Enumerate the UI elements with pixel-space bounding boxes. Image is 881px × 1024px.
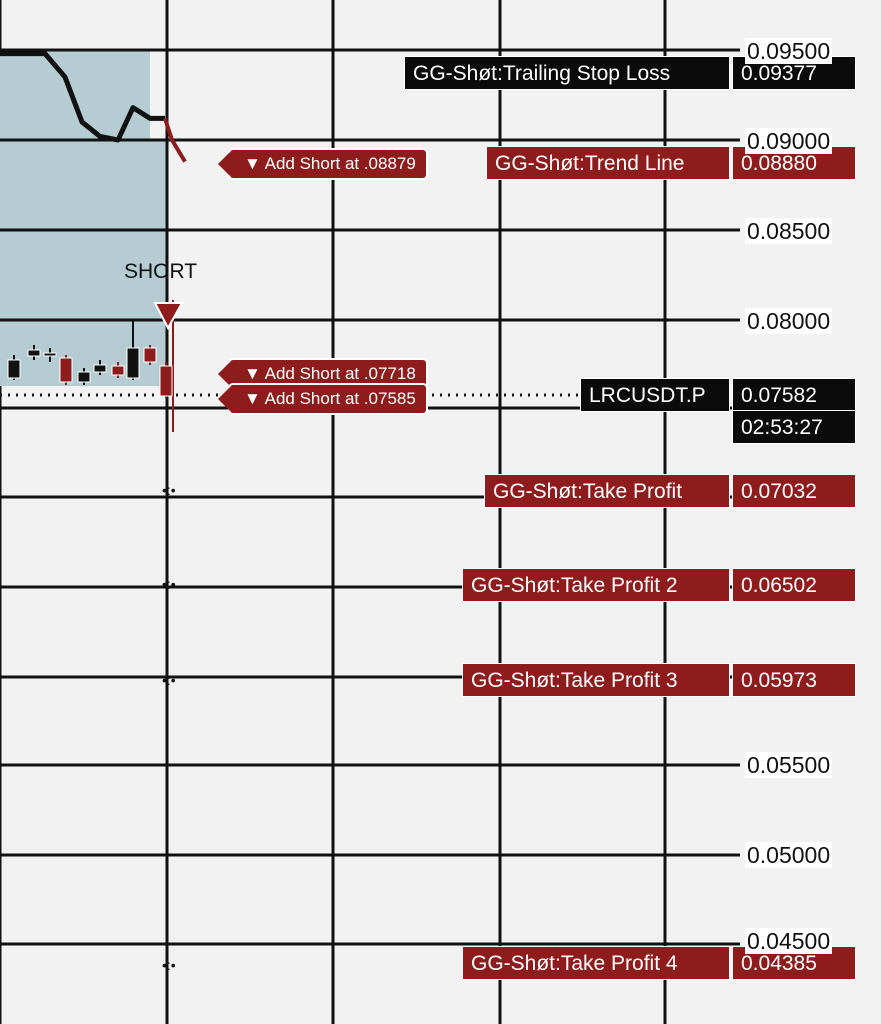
price-axis-label: 0.08000 — [745, 308, 833, 334]
trend-line-label: GG-Shøt:Trend Line — [486, 146, 730, 180]
short-signal-marker — [153, 302, 184, 331]
candle-body — [143, 347, 157, 363]
level-marker: •:• — [162, 957, 176, 973]
level-marker: •:• — [162, 672, 176, 688]
candle-body — [159, 365, 173, 397]
take-profit-1-label: GG-Shøt:Take Profit — [484, 474, 730, 508]
add-short-label: ▼ Add Short at .07718 — [218, 360, 426, 388]
price-axis-label: 0.05500 — [745, 752, 833, 778]
candle-body — [59, 357, 73, 383]
candle-body — [7, 359, 21, 379]
price-axis-label: 0.09000 — [745, 128, 833, 154]
bar-countdown: 02:53:27 — [732, 410, 856, 444]
candle-body — [77, 371, 91, 383]
level-marker: •:• — [162, 576, 176, 592]
trailing-stop-label: GG-Shøt:Trailing Stop Loss — [404, 56, 730, 90]
take-profit-2-label: GG-Shøt:Take Profit 2 — [462, 568, 730, 602]
current-price-value: 0.07582 — [732, 378, 856, 412]
candle-body — [43, 352, 57, 357]
candle-body — [126, 347, 140, 379]
price-axis-label: 0.09500 — [745, 38, 833, 64]
price-line — [0, 51, 165, 143]
trade-zone — [150, 140, 167, 386]
level-marker: •:• — [162, 482, 176, 498]
take-profit-3-label: GG-Shøt:Take Profit 3 — [462, 663, 730, 697]
take-profit-1-value: 0.07032 — [732, 474, 856, 508]
price-line-bearish — [163, 117, 187, 163]
candle-body — [111, 365, 125, 376]
symbol-label: LRCUSDT.P — [580, 378, 730, 412]
add-short-label: ▼ Add Short at .07585 — [218, 385, 426, 413]
take-profit-3-value: 0.05973 — [732, 663, 856, 697]
candle-body — [27, 349, 41, 357]
add-short-label: ▼ Add Short at .08879 — [218, 150, 426, 178]
price-axis-label: 0.05000 — [745, 842, 833, 868]
price-axis-label: 0.04500 — [745, 928, 833, 954]
take-profit-2-value: 0.06502 — [732, 568, 856, 602]
price-axis-label: 0.08500 — [745, 218, 833, 244]
short-signal-label: SHORT — [124, 260, 198, 283]
take-profit-4-label: GG-Shøt:Take Profit 4 — [462, 946, 730, 980]
candle-body — [93, 364, 107, 373]
